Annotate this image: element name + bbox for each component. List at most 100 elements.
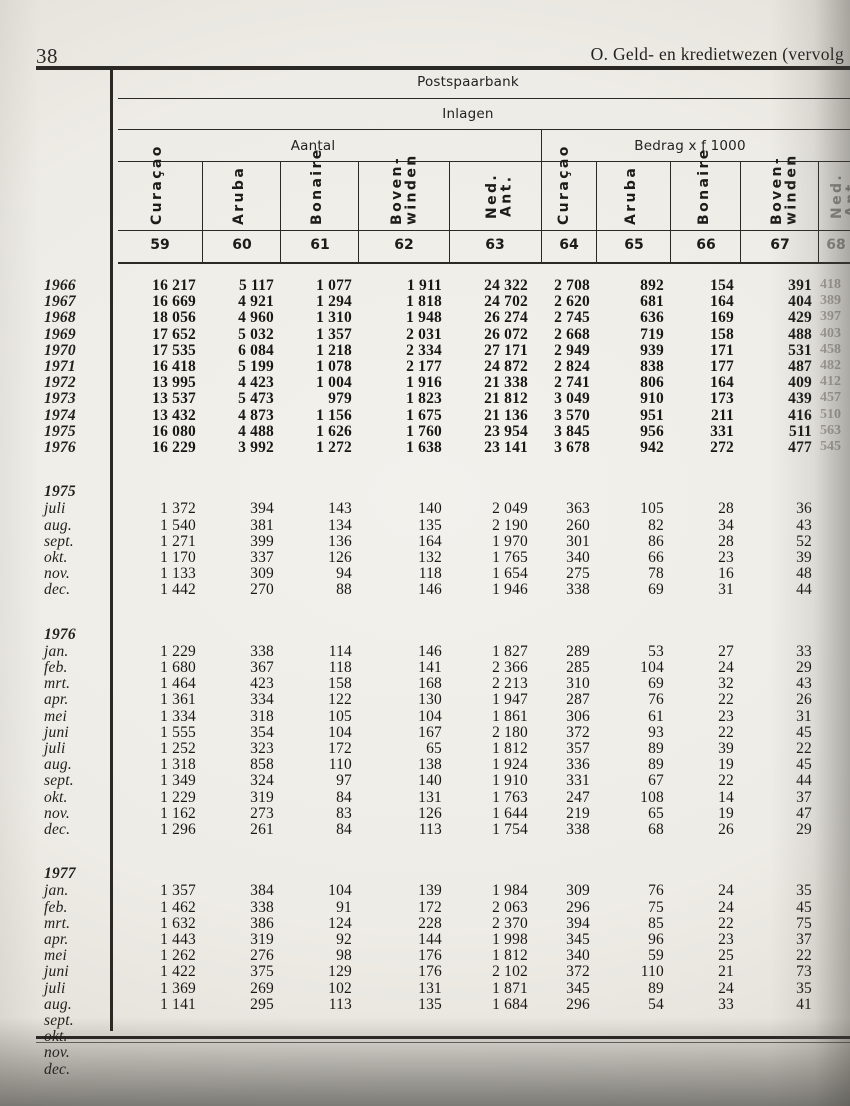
- table-cell: 43: [796, 516, 812, 534]
- table-cell: 1 555: [160, 723, 196, 741]
- table-cell: 164: [418, 532, 442, 550]
- table-cell: 76: [648, 691, 664, 709]
- table-cell: 93: [648, 723, 664, 741]
- table-cell: 154: [710, 277, 734, 294]
- stub-divider-line: [110, 66, 113, 1031]
- table-cell: 1 823: [406, 390, 442, 408]
- table-cell: 84: [336, 821, 352, 838]
- table-cell: 1 540: [160, 516, 196, 534]
- table-cell: 295: [250, 995, 274, 1013]
- table-cell: 131: [418, 788, 442, 806]
- table-cell: 31: [796, 707, 812, 725]
- table-cell: 228: [418, 914, 442, 932]
- table-cell: 69: [648, 675, 664, 693]
- table-cell: 32: [718, 675, 734, 693]
- table-cell: 1 271: [160, 532, 196, 550]
- column-number-65: 65: [624, 237, 644, 253]
- table-cell: 126: [418, 804, 442, 822]
- table-cell: 138: [418, 756, 442, 774]
- table-cell: 372: [566, 723, 590, 741]
- row-label-okt: okt.: [44, 788, 68, 806]
- table-cell: 1 638: [406, 439, 442, 456]
- table-cell: 276: [250, 947, 274, 965]
- table-cell: 1 133: [160, 565, 196, 583]
- table-cell: 1 970: [492, 532, 528, 550]
- table-cell: 31: [718, 581, 734, 599]
- colsep-64-65: [596, 161, 597, 262]
- table-cell: 164: [710, 293, 734, 311]
- table-cell: 331: [566, 772, 590, 790]
- table-cell: 1 916: [406, 374, 442, 392]
- table-cell: 89: [648, 756, 664, 774]
- table-cell: 4 423: [238, 374, 274, 392]
- table-cell: 43: [796, 675, 812, 693]
- table-cell: 53: [648, 642, 664, 660]
- table-cell: 26: [718, 821, 734, 838]
- table-cell: 65: [648, 804, 664, 822]
- table-cell: 92: [336, 931, 352, 948]
- column-number-60: 60: [232, 237, 252, 253]
- table-cell: 85: [648, 914, 664, 932]
- row-label-nov: nov.: [44, 1044, 70, 1062]
- table-cell: 13 537: [152, 390, 196, 408]
- row-label-feb: feb.: [44, 898, 68, 916]
- table-cell: 19: [718, 756, 734, 774]
- table-cell: 26 274: [484, 309, 528, 327]
- table-cell: 488: [788, 325, 812, 343]
- table-cell: 2 180: [492, 723, 528, 741]
- table-cell: 66: [648, 549, 664, 566]
- table-cell: 135: [418, 516, 442, 534]
- table-cell: 146: [418, 581, 442, 599]
- table-cell: 35: [796, 882, 812, 900]
- group-bedrag: Bedrag x ƒ 1000: [634, 138, 746, 154]
- colsep-65-66: [670, 161, 671, 262]
- table-cell: 1 349: [160, 772, 196, 790]
- table-cell: 24 872: [484, 358, 528, 375]
- table-cell: 275: [566, 565, 590, 583]
- table-cell: 13 995: [152, 374, 196, 392]
- band-postspaarbank: Postspaarbank: [417, 74, 519, 90]
- row-label-okt: okt.: [44, 1028, 68, 1046]
- table-cell: 338: [566, 821, 590, 838]
- table-cell: 1 162: [160, 804, 196, 822]
- table-cell: 113: [328, 995, 352, 1013]
- table-cell: 1 443: [160, 931, 196, 948]
- table-cell: 102: [328, 979, 352, 997]
- table-cell: 1 763: [492, 788, 528, 806]
- table-cell: 78: [648, 565, 664, 583]
- row-label-dec: dec.: [44, 1060, 71, 1078]
- table-cell: 2 824: [554, 358, 590, 375]
- table-cell: 261: [250, 821, 274, 838]
- table-cell: 318: [250, 707, 274, 725]
- table-cell: 14: [718, 788, 734, 806]
- table-cell: 211: [711, 406, 734, 424]
- table-cell: 1 462: [160, 898, 196, 916]
- table-cell: 272: [710, 439, 734, 456]
- table-cell: 429: [788, 309, 812, 327]
- table-cell: 23: [718, 707, 734, 725]
- table-cell: 126: [328, 549, 352, 566]
- table-cell: 285: [566, 659, 590, 676]
- group-separator-rule: [541, 130, 542, 161]
- row-label-mrt: mrt.: [44, 675, 71, 693]
- table-cell: 1 218: [316, 341, 352, 359]
- table-cell: 363: [566, 500, 590, 518]
- table-cell: 858: [250, 756, 274, 774]
- table-cell: 22: [718, 691, 734, 709]
- edge-cell-column-68: 510: [820, 406, 841, 422]
- table-cell: 124: [328, 914, 352, 932]
- table-cell: 310: [566, 675, 590, 693]
- row-label-sept: sept.: [44, 532, 74, 550]
- table-cell: 22: [718, 772, 734, 790]
- table-cell: 367: [250, 659, 274, 676]
- table-cell: 309: [250, 565, 274, 583]
- colsep-62-63: [449, 161, 450, 262]
- table-cell: 1 294: [316, 293, 352, 311]
- table-cell: 1 644: [492, 804, 528, 822]
- table-cell: 94: [336, 565, 352, 583]
- table-cell: 2 190: [492, 516, 528, 534]
- table-cell: 354: [250, 723, 274, 741]
- table-cell: 1 357: [160, 882, 196, 900]
- block-heading-1977: 1977: [44, 865, 76, 883]
